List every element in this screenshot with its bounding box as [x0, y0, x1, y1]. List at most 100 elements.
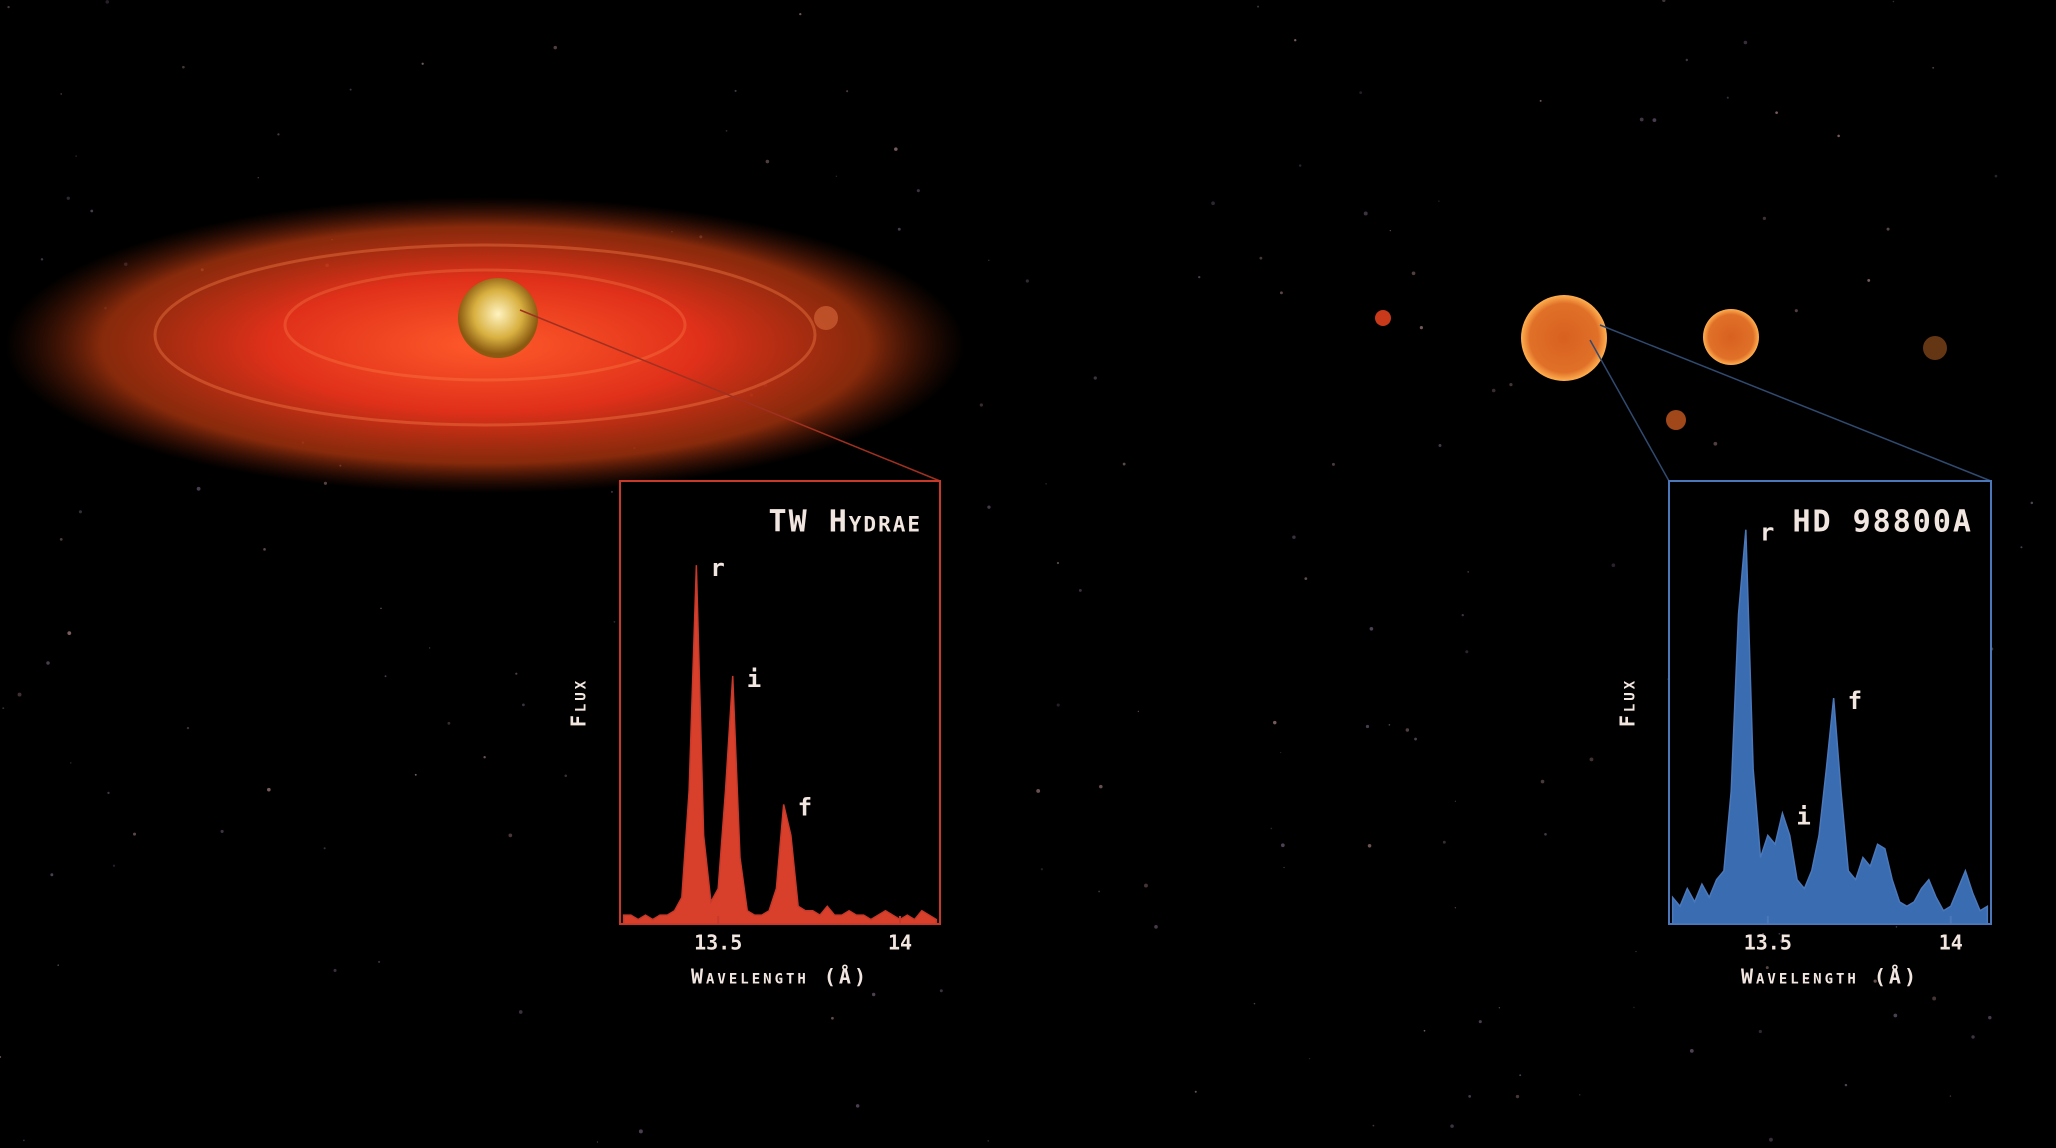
- star: [1932, 997, 1936, 1001]
- star: [554, 46, 557, 49]
- star: [429, 647, 430, 648]
- star: [41, 258, 43, 260]
- peak-label: i: [1796, 802, 1810, 830]
- star: [1364, 211, 1368, 215]
- chart-title: HD 98800A: [1792, 505, 1973, 540]
- star: [46, 661, 49, 664]
- star: [1988, 1016, 1991, 1019]
- star: [50, 873, 53, 876]
- star: [1294, 39, 1296, 41]
- star: [831, 1017, 834, 1020]
- star: [1763, 217, 1766, 220]
- star: [1299, 164, 1301, 166]
- star-d: [1666, 410, 1686, 430]
- star: [1195, 1091, 1197, 1093]
- star: [1727, 97, 1729, 99]
- star: [422, 63, 424, 65]
- star: [1479, 1020, 1482, 1023]
- star: [1867, 279, 1870, 282]
- star: [1932, 67, 1934, 69]
- star: [380, 608, 381, 609]
- star: [107, 792, 109, 794]
- star: [2031, 502, 2034, 505]
- star: [1893, 1, 1895, 3]
- star: [1304, 577, 1307, 580]
- star: [334, 969, 337, 972]
- star: [1519, 1074, 1521, 1076]
- star: [1541, 780, 1545, 784]
- star: [1283, 867, 1284, 868]
- star: [1412, 271, 1416, 275]
- star: [7, 6, 9, 8]
- star: [1590, 757, 1594, 761]
- y-axis-label: Flux: [567, 678, 591, 727]
- star: [2020, 546, 2022, 548]
- star: [917, 189, 920, 192]
- star: [1439, 444, 1442, 447]
- star: [385, 675, 387, 677]
- star: [1462, 614, 1464, 616]
- star: [113, 865, 115, 867]
- star: [1332, 463, 1335, 466]
- star-a: [1521, 295, 1607, 381]
- star: [1455, 907, 1456, 908]
- star: [133, 833, 136, 836]
- peak-label: f: [798, 793, 812, 821]
- star: [1499, 1007, 1500, 1008]
- star: [483, 756, 485, 758]
- star: [1273, 721, 1276, 724]
- star: [735, 90, 737, 92]
- star: [1094, 376, 1097, 379]
- star: [1467, 571, 1468, 572]
- star: [182, 66, 185, 69]
- star: [1516, 1095, 1519, 1098]
- x-axis-label: Wavelength (Å): [691, 965, 869, 989]
- star: [1690, 1049, 1694, 1053]
- star: [1837, 135, 1840, 138]
- star: [1359, 91, 1362, 94]
- star: [1455, 801, 1456, 802]
- star: [597, 1141, 598, 1142]
- star: [872, 993, 875, 996]
- star: [846, 90, 848, 92]
- star: [1292, 535, 1295, 538]
- star: [898, 228, 901, 231]
- star: [187, 727, 189, 729]
- star: [1887, 228, 1890, 231]
- star: [614, 621, 616, 623]
- star: [1366, 725, 1369, 728]
- star: [79, 510, 82, 513]
- central-star: [458, 278, 538, 358]
- star: [67, 631, 71, 635]
- star: [2, 707, 4, 709]
- star: [639, 1129, 643, 1133]
- star: [60, 538, 63, 541]
- star: [1123, 463, 1126, 466]
- star-c: [1375, 310, 1391, 326]
- star: [70, 762, 71, 763]
- star: [1406, 728, 1409, 731]
- star: [1775, 111, 1778, 114]
- star: [1198, 276, 1200, 278]
- star: [1254, 1003, 1256, 1005]
- chart-title: TW Hydrae: [769, 505, 922, 540]
- star: [448, 722, 451, 725]
- star: [1744, 41, 1748, 45]
- star: [894, 147, 898, 151]
- star: [766, 160, 770, 164]
- star: [1257, 6, 1259, 8]
- star: [987, 505, 990, 508]
- star: [1144, 884, 1148, 888]
- star: [1368, 844, 1372, 848]
- star: [1795, 309, 1798, 312]
- star: [1079, 589, 1082, 592]
- star: [799, 13, 801, 15]
- star: [106, 0, 110, 4]
- star: [197, 487, 201, 491]
- star: [987, 1140, 988, 1141]
- scene: 13.514TW HydraeWavelength (Å)Fluxrif13.5…: [0, 0, 2056, 1148]
- x-tick-label: 14: [888, 931, 912, 955]
- x-axis-label: Wavelength (Å): [1741, 965, 1919, 989]
- star: [90, 210, 93, 213]
- star: [988, 260, 989, 261]
